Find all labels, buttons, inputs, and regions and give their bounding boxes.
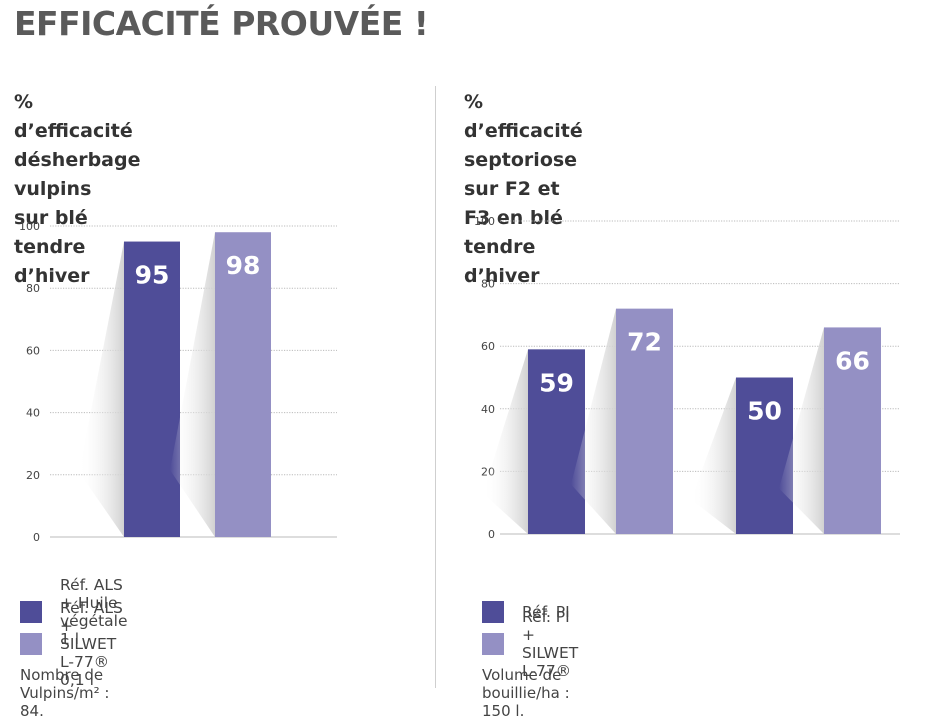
legend-item: Réf. ALS + SILWET L-77® 0,1 l (20, 599, 128, 689)
bar (124, 241, 180, 538)
bar-shadow (483, 349, 528, 534)
bar-shadow (691, 377, 736, 534)
legend-swatch-dark (482, 601, 504, 623)
legend-item: Réf. PI (482, 596, 578, 628)
chart-title-line: sur blé tendre d’hiver (14, 207, 90, 287)
legend-label: Réf. PI (522, 603, 570, 621)
y-tick-label: 40 (481, 403, 495, 416)
y-tick-label: 60 (481, 340, 495, 353)
y-tick-label: 40 (26, 407, 40, 420)
bar-shadow (571, 308, 616, 534)
bar-shadow (170, 232, 215, 537)
chart-title-septoriose: % d’efficacité septoriose sur F2 et F3 e… (464, 88, 583, 291)
bar-value-label: 66 (835, 346, 870, 375)
legend-item: Réf. PI + SILWET L-77® (482, 608, 578, 680)
y-tick-label: 0 (33, 531, 40, 544)
bar-value-label: 50 (747, 397, 782, 426)
y-tick-label: 80 (481, 278, 495, 291)
bar (616, 308, 673, 534)
legend-septoriose: Réf. PI Réf. PI + SILWET L-77® Volume de… (482, 596, 578, 720)
bar-chart-vulpins: 0 20 40 60 80 100 95 98 (19, 220, 337, 544)
y-tick-label: 80 (26, 282, 40, 295)
legend-label: Réf. ALS + Huile végétale 1 l (60, 576, 128, 648)
bar-value-label: 59 (539, 368, 574, 397)
bar-value-label: 98 (226, 251, 261, 280)
bar (824, 327, 881, 534)
y-tick-label: 100 (19, 220, 40, 233)
chart-title-line: % d’efficacité septoriose (464, 91, 583, 171)
y-tick-label: 20 (26, 469, 40, 482)
page-title: EFFICACITÉ PROUVÉE ! (14, 4, 429, 43)
chart-title-line: % d’efficacité désherbage vulpins (14, 91, 141, 200)
y-tick-label: 60 (26, 344, 40, 357)
chart-title-line: sur F2 et F3 en blé tendre d’hiver (464, 178, 563, 287)
bar-value-label: 95 (135, 261, 170, 290)
legend-swatch-dark (20, 601, 42, 623)
legend-label: Réf. PI + SILWET L-77® (522, 608, 579, 680)
panel-divider (435, 86, 436, 688)
bar-value-label: 72 (627, 328, 662, 357)
legend-swatch-light (20, 633, 42, 655)
bar-shadow (779, 327, 824, 534)
legend-swatch-light (482, 633, 504, 655)
y-tick-label: 100 (474, 215, 495, 228)
bar (736, 377, 793, 534)
y-tick-label: 0 (488, 528, 495, 541)
chart-title-vulpins: % d’efficacité désherbage vulpins sur bl… (14, 88, 141, 291)
bar-shadow (79, 241, 124, 538)
bar (215, 232, 271, 537)
bar (528, 349, 585, 534)
legend-item: Réf. ALS + Huile végétale 1 l (20, 576, 128, 648)
legend-label: Réf. ALS + SILWET L-77® 0,1 l (60, 599, 123, 689)
legend-vulpins: Réf. ALS + Huile végétale 1 l Réf. ALS +… (20, 576, 128, 720)
